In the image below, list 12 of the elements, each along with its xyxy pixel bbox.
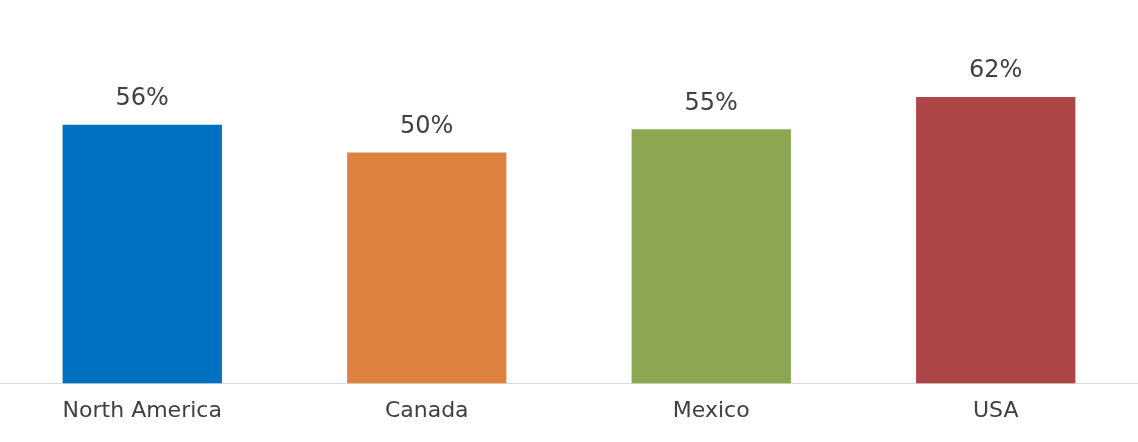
bar <box>916 96 1076 384</box>
data-label: 50% <box>400 110 454 139</box>
x-tick-label: USA <box>972 396 1019 422</box>
bar <box>62 124 222 384</box>
data-label: 55% <box>684 87 738 116</box>
bar <box>347 152 507 384</box>
x-tick-label: Canada <box>384 396 469 422</box>
data-label: 56% <box>115 82 169 111</box>
bar <box>631 129 791 384</box>
x-tick-label: North America <box>62 396 222 422</box>
data-label: 62% <box>969 55 1023 84</box>
x-tick-label: Mexico <box>672 396 750 422</box>
